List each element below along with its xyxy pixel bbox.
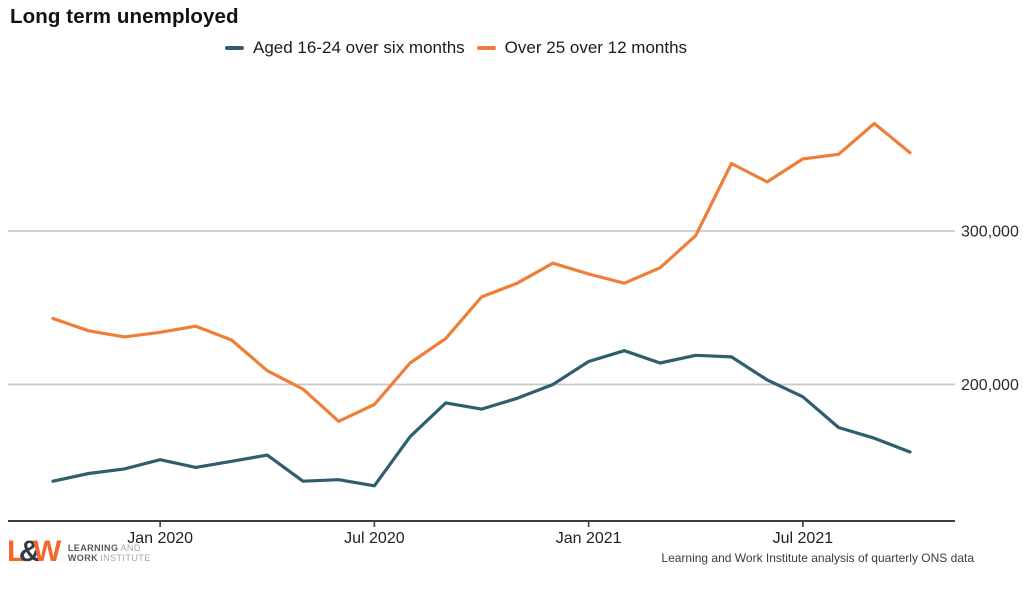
legend-label-over-25: Over 25 over 12 months	[504, 38, 688, 57]
chart-title: Long term unemployed	[10, 5, 239, 28]
logo-letter-w: W	[33, 535, 61, 568]
lw-logo-line-1: LEARNING AND	[67, 543, 151, 554]
legend-label-aged-16-24: Aged 16-24 over six months	[253, 38, 465, 57]
x-tick-label-jan-2021: Jan 2021	[556, 530, 622, 547]
lw-logo-institute: INSTITUTE	[100, 552, 151, 563]
series-line-over-25	[51, 121, 912, 423]
legend-item-aged-16-24: Aged 16-24 over six months	[225, 38, 465, 58]
legend: Aged 16-24 over six months Over 25 over …	[225, 38, 687, 58]
logo-letter-l: L	[7, 535, 25, 568]
logo-ampersand: &	[18, 535, 41, 568]
x-tick-label-jul-2021: Jul 2021	[773, 530, 834, 547]
lw-logo-line-2: WORK INSTITUTE	[67, 552, 151, 564]
lw-logo-work: WORK	[67, 552, 99, 563]
y-tick-label-200000: 200,000	[961, 377, 1019, 394]
lw-logo: L&W LEARNING AND WORK INSTITUTE	[7, 537, 151, 567]
lw-logo-mark: L&W	[7, 537, 61, 567]
lw-logo-learning: LEARNING	[67, 543, 119, 553]
lw-logo-text: LEARNING AND WORK INSTITUTE	[67, 543, 151, 564]
x-tick-label-jul-2020: Jul 2020	[344, 530, 405, 547]
legend-dash-aged-16-24-icon	[225, 46, 244, 50]
source-note: Learning and Work Institute analysis of …	[661, 551, 974, 565]
legend-item-over-25: Over 25 over 12 months	[476, 38, 688, 58]
legend-dash-over-25-icon	[476, 46, 496, 50]
series-line-aged-16-24	[51, 349, 912, 488]
lw-logo-and: AND	[120, 543, 141, 553]
y-tick-label-300000: 300,000	[961, 224, 1019, 241]
x-tick-label-jan-2020: Jan 2020	[127, 530, 193, 547]
